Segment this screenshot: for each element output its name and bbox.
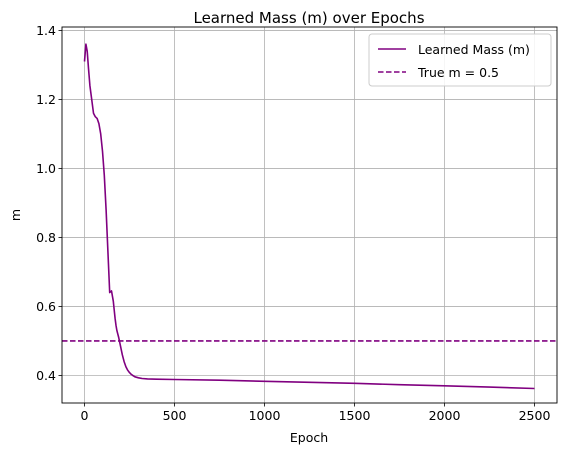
series-line-learned-mass: [83, 43, 535, 390]
tick-layer: 0 500 1000 1500 2000 2500 0.4 0.6 0.8 1.0 1.2 1.4: [36, 23, 550, 423]
x-tick-label: 1500: [339, 408, 371, 423]
y-axis-label: m: [8, 209, 23, 221]
x-tick-label: 500: [163, 408, 187, 423]
x-tick-label: 2000: [429, 408, 461, 423]
y-tick-label: 1.4: [36, 23, 56, 38]
chart-title: Learned Mass (m) over Epochs: [193, 9, 424, 27]
legend-label-learned-mass: Learned Mass (m): [418, 42, 530, 57]
line-layer: [62, 43, 557, 390]
grid-layer: [62, 27, 557, 403]
y-tick-label: 0.6: [36, 299, 56, 314]
y-tick-label: 0.8: [36, 230, 56, 245]
legend-box: [368, 33, 552, 87]
y-tick-label: 0.4: [36, 368, 56, 383]
plot-frame: [61, 26, 558, 404]
x-tick-label: 0: [81, 408, 89, 423]
legend-label-true-m: True m = 0.5: [417, 65, 499, 80]
x-tick-label: 1000: [249, 408, 281, 423]
y-tick-label: 1.0: [36, 161, 56, 176]
y-tick-label: 1.2: [36, 92, 56, 107]
x-tick-label: 2500: [519, 408, 551, 423]
x-axis-label: Epoch: [290, 430, 328, 445]
legend: Learned Mass (m) True m = 0.5: [368, 33, 552, 87]
